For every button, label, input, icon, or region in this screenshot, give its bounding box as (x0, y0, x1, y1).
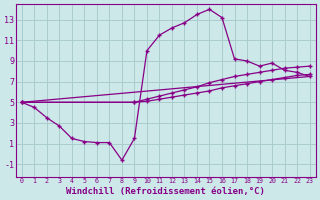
X-axis label: Windchill (Refroidissement éolien,°C): Windchill (Refroidissement éolien,°C) (66, 187, 265, 196)
